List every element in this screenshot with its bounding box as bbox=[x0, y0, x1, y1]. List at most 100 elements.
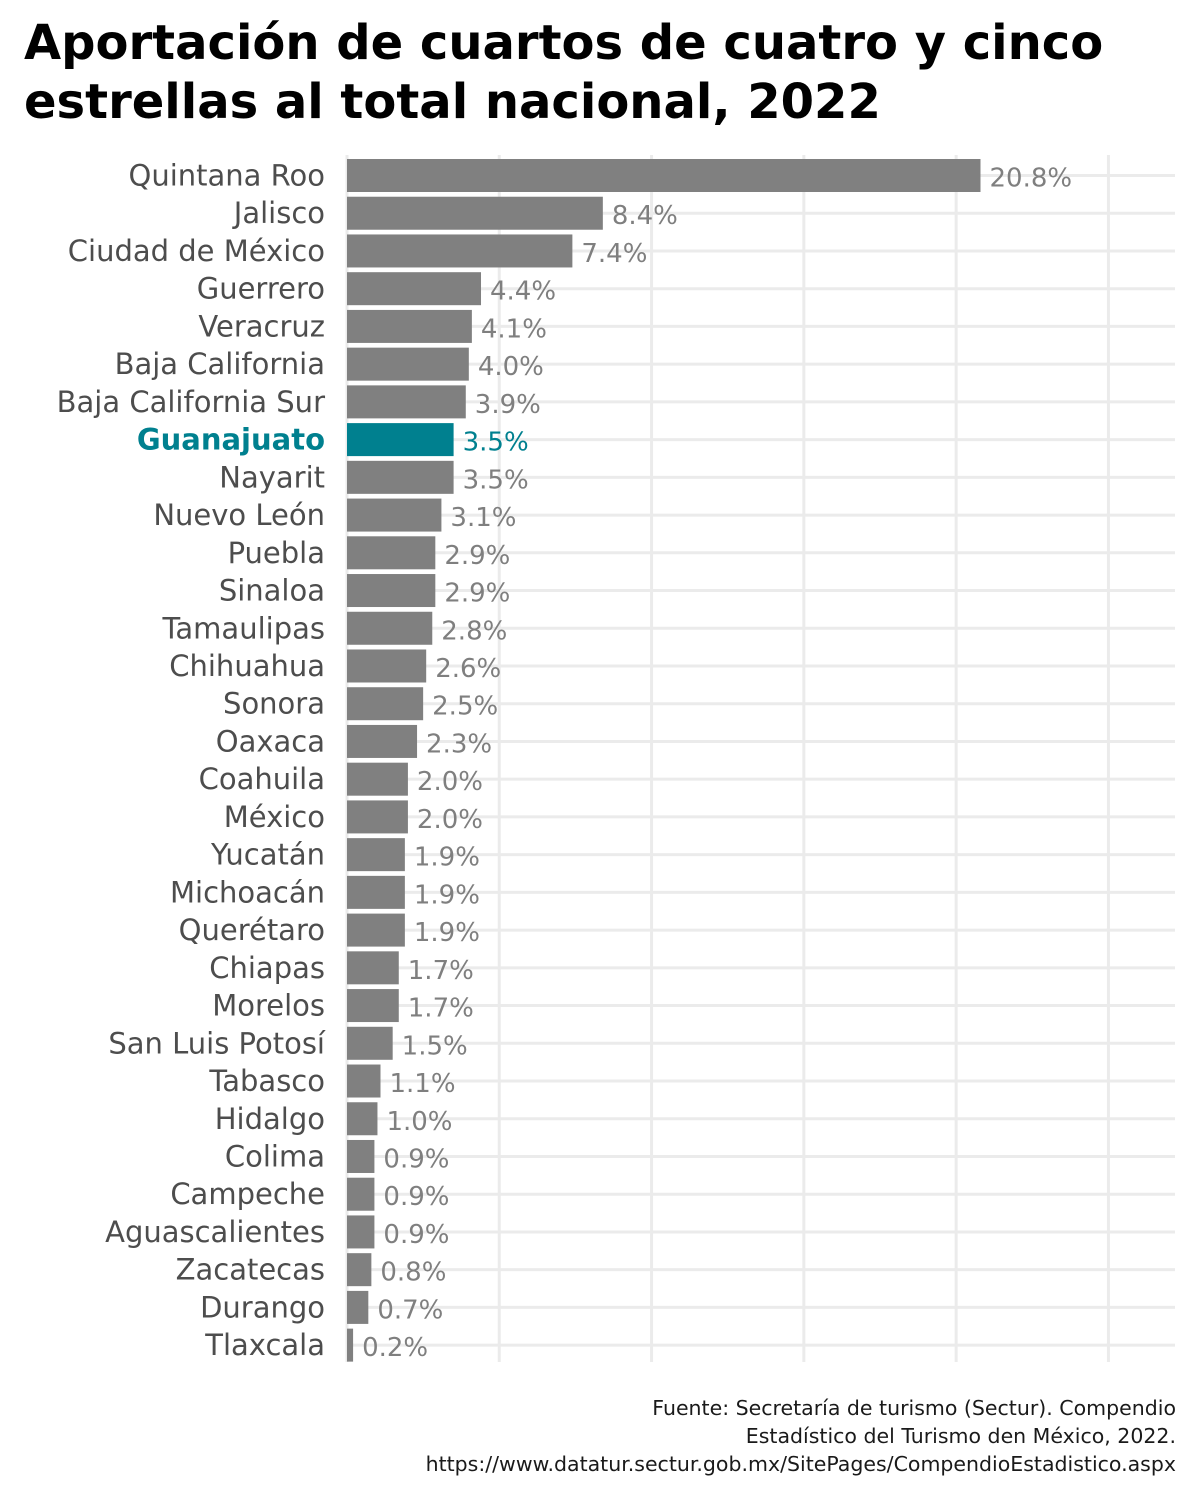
category-label: Colima bbox=[225, 1139, 325, 1173]
value-label: 2.3% bbox=[426, 729, 492, 759]
value-label: 1.7% bbox=[408, 956, 474, 986]
category-label: Campeche bbox=[170, 1177, 325, 1211]
category-label: San Luis Potosí bbox=[108, 1026, 326, 1060]
category-label: Baja California bbox=[115, 347, 325, 381]
value-label: 1.5% bbox=[402, 1031, 468, 1061]
bar bbox=[347, 460, 454, 494]
bar bbox=[347, 611, 433, 645]
bars bbox=[347, 159, 981, 1362]
value-label: 2.6% bbox=[435, 654, 501, 684]
bar bbox=[347, 347, 469, 381]
chart-title-line-2: estrellas al total nacional, 2022 bbox=[24, 74, 881, 130]
bar bbox=[347, 309, 472, 343]
bar bbox=[347, 1064, 381, 1098]
value-label: 7.4% bbox=[581, 239, 647, 269]
value-label: 0.8% bbox=[380, 1258, 446, 1288]
source-line-1: Fuente: Secretaría de turismo (Sectur). … bbox=[652, 1396, 1176, 1420]
bar bbox=[347, 913, 405, 947]
value-label: 0.9% bbox=[383, 1220, 449, 1250]
bar bbox=[347, 1177, 375, 1211]
bar bbox=[347, 1026, 393, 1060]
category-label: Zacatecas bbox=[176, 1253, 325, 1287]
category-label: Guerrero bbox=[197, 272, 325, 306]
value-label: 0.9% bbox=[383, 1182, 449, 1212]
category-label: Sonora bbox=[223, 687, 325, 721]
bar bbox=[347, 687, 424, 721]
category-label: Puebla bbox=[228, 536, 325, 570]
value-labels: 20.8% 8.4% 7.4% 4.4% 4.1% 4.0% 3.9% 3.5% 3.5% 3.1… bbox=[362, 164, 1072, 1364]
bar bbox=[347, 762, 408, 796]
value-label: 1.1% bbox=[390, 1069, 456, 1099]
bar bbox=[347, 951, 399, 985]
value-label: 1.7% bbox=[408, 994, 474, 1024]
category-label: Tlaxcala bbox=[204, 1328, 325, 1362]
category-label: Veracruz bbox=[198, 309, 325, 343]
category-label: Tabasco bbox=[208, 1064, 325, 1098]
value-label: 2.9% bbox=[444, 541, 510, 571]
bar bbox=[347, 1290, 369, 1324]
bar bbox=[347, 649, 427, 683]
category-label: Yucatán bbox=[210, 838, 325, 872]
bar bbox=[347, 1253, 372, 1287]
bar bbox=[347, 1215, 375, 1249]
value-label: 1.0% bbox=[386, 1107, 452, 1137]
value-label: 1.9% bbox=[414, 880, 480, 910]
bar bbox=[347, 1139, 375, 1173]
bar bbox=[347, 800, 408, 834]
bar bbox=[347, 574, 436, 608]
category-label: Ciudad de México bbox=[68, 234, 325, 268]
category-label: Hidalgo bbox=[215, 1102, 325, 1136]
value-label: 3.1% bbox=[450, 503, 516, 533]
value-label: 3.5% bbox=[463, 465, 529, 495]
category-label: Durango bbox=[200, 1290, 325, 1324]
value-label: 2.9% bbox=[444, 579, 510, 609]
value-label: 4.0% bbox=[478, 352, 544, 382]
category-label: Querétaro bbox=[179, 913, 325, 947]
value-label: 3.5% bbox=[463, 428, 529, 458]
value-label: 20.8% bbox=[990, 164, 1073, 194]
source-line-2: Estadístico del Turismo den México, 2022… bbox=[745, 1424, 1176, 1448]
value-label: 2.8% bbox=[441, 616, 507, 646]
value-label: 0.9% bbox=[383, 1144, 449, 1174]
category-label: Quintana Roo bbox=[129, 159, 326, 193]
category-label: Tamaulipas bbox=[162, 611, 326, 645]
value-label: 2.0% bbox=[417, 767, 483, 797]
category-label: Chiapas bbox=[209, 951, 325, 985]
bar bbox=[347, 385, 466, 419]
category-label: Chihuahua bbox=[169, 649, 325, 683]
value-label: 2.0% bbox=[417, 805, 483, 835]
chart-title: Aportación de cuartos de cuatro y cinco … bbox=[24, 14, 1174, 132]
value-label: 0.2% bbox=[362, 1333, 428, 1363]
value-label: 3.9% bbox=[475, 390, 541, 420]
category-label: Nayarit bbox=[219, 460, 325, 494]
category-label: México bbox=[224, 800, 325, 834]
value-label: 1.9% bbox=[414, 918, 480, 948]
chart-title-line-1: Aportación de cuartos de cuatro y cinco bbox=[24, 15, 1104, 71]
value-label: 1.9% bbox=[414, 843, 480, 873]
source-line-3: https://www.datatur.sectur.gob.mx/SitePa… bbox=[425, 1452, 1176, 1476]
bar bbox=[347, 838, 405, 872]
bar bbox=[347, 272, 482, 306]
category-label: Michoacán bbox=[170, 875, 325, 909]
category-label: Oaxaca bbox=[216, 724, 325, 758]
bar bbox=[347, 498, 442, 532]
value-label: 2.5% bbox=[432, 692, 498, 722]
bar bbox=[347, 989, 399, 1023]
category-label: Nuevo León bbox=[153, 498, 325, 532]
value-label: 4.4% bbox=[490, 277, 556, 307]
value-label: 0.7% bbox=[377, 1295, 443, 1325]
bar bbox=[347, 724, 418, 758]
bar bbox=[347, 196, 603, 230]
bar bbox=[347, 234, 573, 268]
category-label: Jalisco bbox=[232, 196, 325, 230]
bar bbox=[347, 159, 981, 192]
category-label: Coahuila bbox=[199, 762, 325, 796]
bar bbox=[347, 1102, 378, 1136]
category-label: Baja California Sur bbox=[57, 385, 325, 419]
bar bbox=[347, 536, 436, 570]
category-label: Sinaloa bbox=[219, 574, 325, 608]
value-label: 8.4% bbox=[612, 201, 678, 231]
bar bbox=[347, 875, 405, 909]
